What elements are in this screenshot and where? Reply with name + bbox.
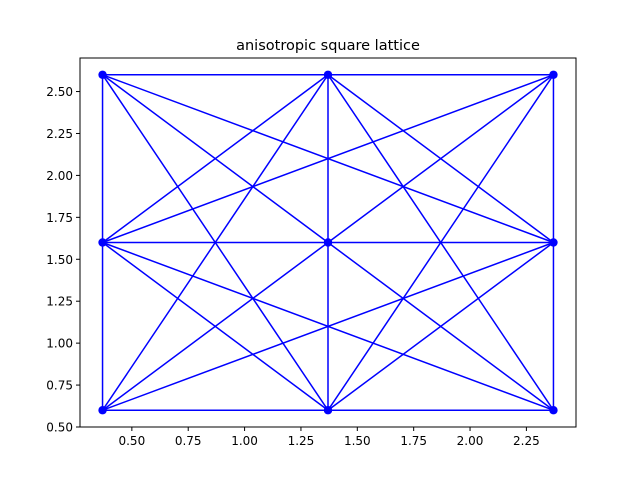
lattice-edge-17 bbox=[327, 241, 554, 411]
lattice-node-0 bbox=[98, 406, 107, 415]
y-tick-label-7: 2.25 bbox=[46, 127, 73, 141]
x-tick-label-3: 1.25 bbox=[288, 434, 315, 448]
lattice-edge-22 bbox=[102, 241, 554, 411]
x-tick-label-4: 1.50 bbox=[344, 434, 371, 448]
y-tick-label-8: 2.50 bbox=[46, 85, 73, 99]
lattice-node-3 bbox=[98, 238, 107, 247]
lattice-edge-19 bbox=[327, 74, 554, 244]
y-tick-label-6: 2.00 bbox=[46, 169, 73, 183]
lattice-edge-18 bbox=[102, 74, 329, 244]
lattice-node-4 bbox=[323, 238, 333, 247]
y-tick-label-2: 1.00 bbox=[46, 337, 73, 351]
x-tick-label-0: 0.50 bbox=[118, 434, 145, 448]
y-tick-label-4: 1.50 bbox=[46, 253, 73, 267]
lattice-node-1 bbox=[323, 406, 333, 415]
lattice-node-7 bbox=[323, 70, 333, 79]
y-tick-label-3: 1.25 bbox=[46, 295, 73, 309]
lattice-node-2 bbox=[549, 406, 558, 415]
lattice-edges bbox=[101, 74, 555, 411]
x-tick-label-1: 0.75 bbox=[175, 434, 202, 448]
x-tick-label-2: 1.00 bbox=[231, 434, 258, 448]
lattice-edge-16 bbox=[102, 241, 329, 411]
x-tick-label-7: 2.25 bbox=[513, 434, 540, 448]
chart-title: anisotropic square lattice bbox=[236, 38, 420, 54]
lattice-edge-23 bbox=[102, 74, 554, 244]
x-tick-label-5: 1.75 bbox=[400, 434, 427, 448]
y-axis: 0.50 0.75 1.00 1.25 1.50 1.75 2.00 2.25 2.50 bbox=[46, 85, 80, 435]
x-tick-label-6: 2.00 bbox=[457, 434, 484, 448]
y-tick-label-0: 0.50 bbox=[46, 421, 73, 435]
lattice-edge-27 bbox=[327, 74, 555, 411]
plot-frame bbox=[79, 57, 577, 428]
lattice-node-6 bbox=[98, 70, 107, 79]
lattice-edge-26 bbox=[101, 74, 329, 411]
lattice-node-8 bbox=[549, 70, 558, 79]
lattice-nodes bbox=[98, 70, 558, 415]
x-axis: 0.50 0.75 1.00 1.25 1.50 1.75 2.00 2.25 bbox=[118, 427, 540, 448]
y-tick-label-5: 1.75 bbox=[46, 211, 73, 225]
y-tick-label-1: 0.75 bbox=[46, 379, 73, 393]
lattice-node-5 bbox=[549, 238, 558, 247]
